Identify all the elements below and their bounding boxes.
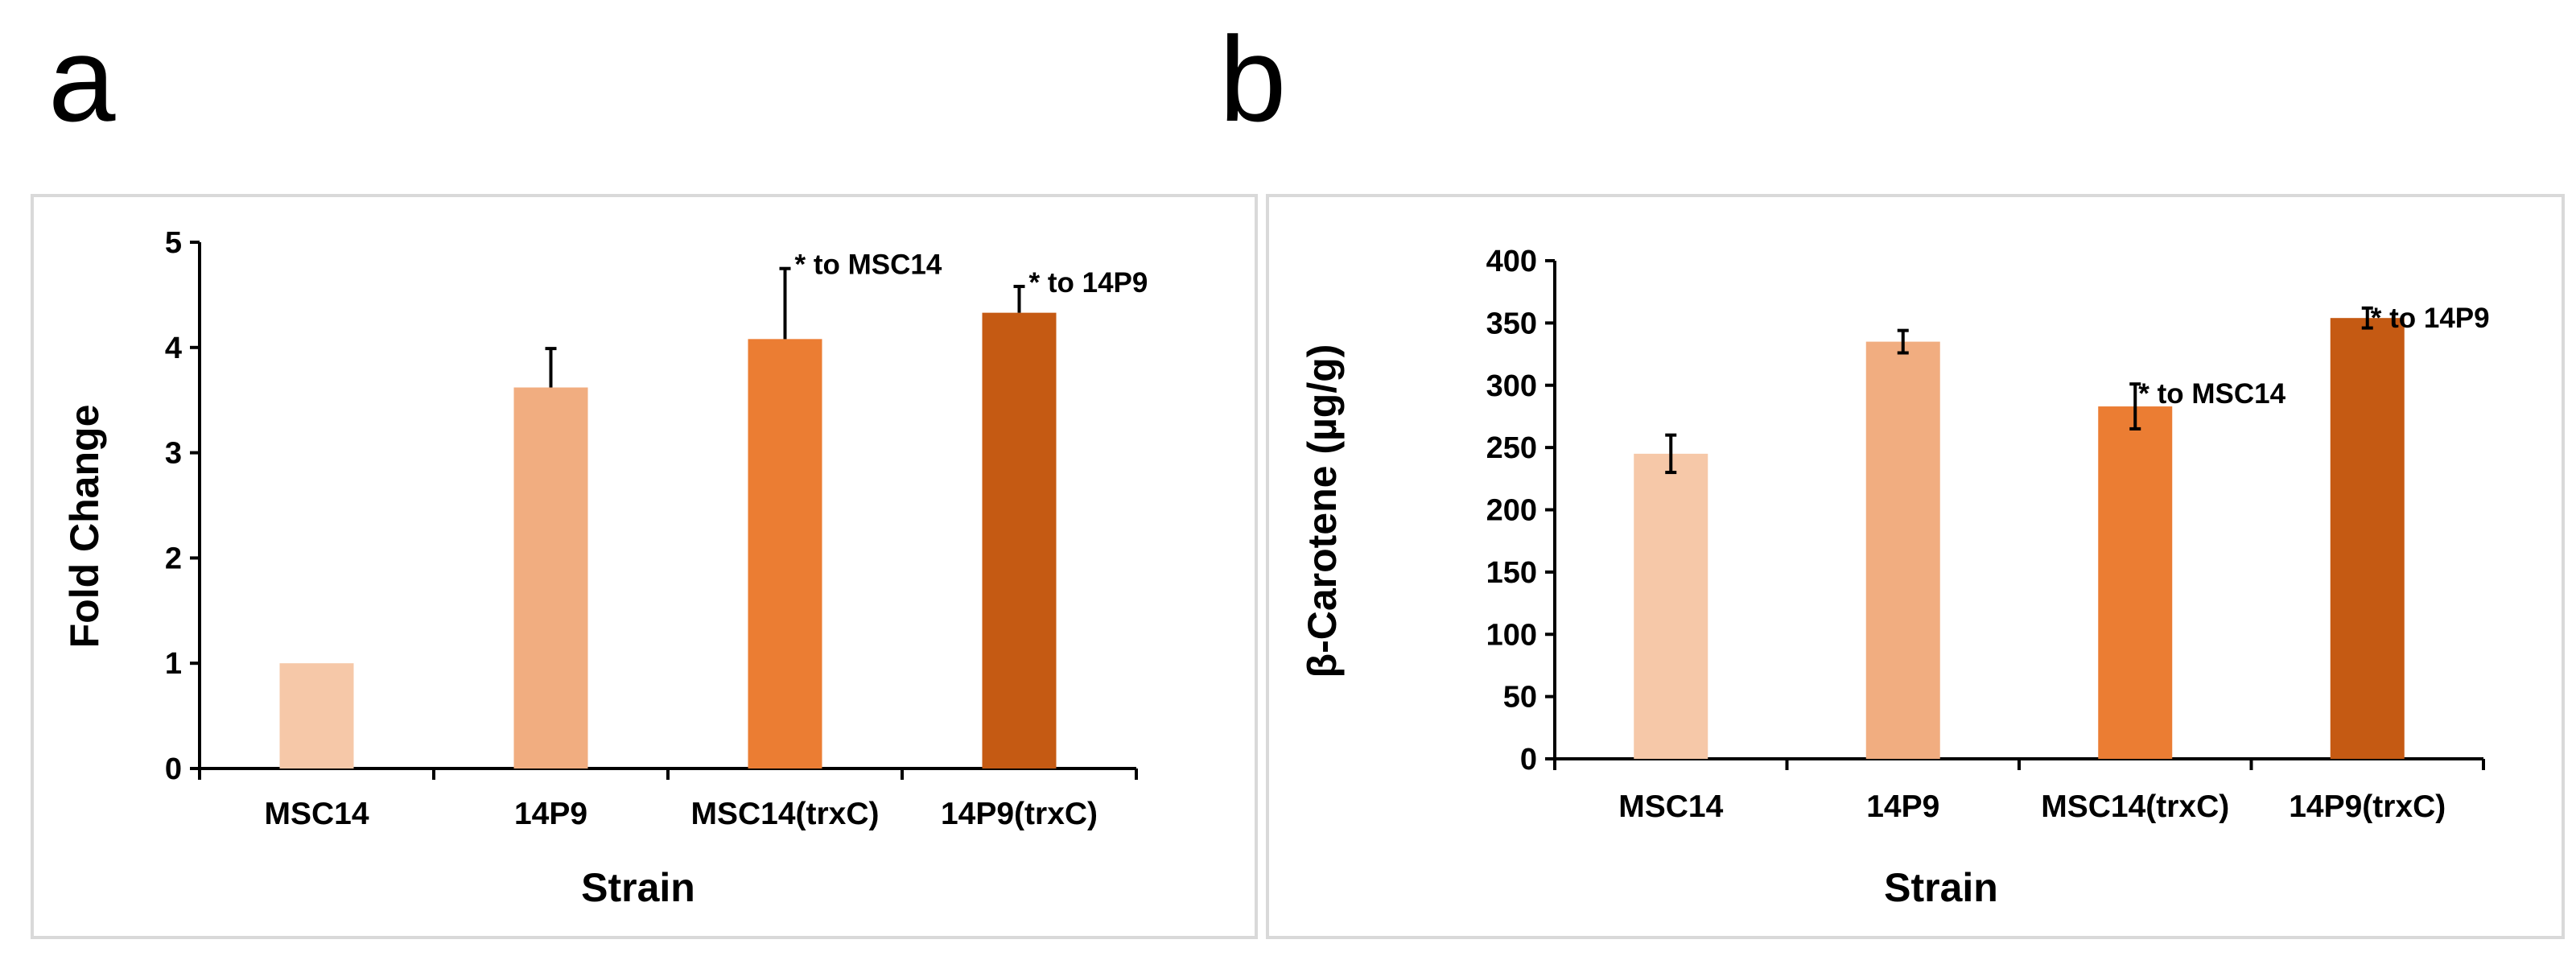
x-category-label: 14P9(trxC) xyxy=(2289,789,2446,824)
x-category-label: MSC14(trxC) xyxy=(2041,789,2229,824)
bar-MSC14(trxC) xyxy=(2098,406,2173,759)
y-tick-label: 0 xyxy=(165,752,182,786)
x-category-label: 14P9 xyxy=(514,797,587,831)
y-tick-label: 3 xyxy=(165,437,182,471)
bar-14P9 xyxy=(513,387,588,769)
panel-b-y-axis-title: β-Carotene (µg/g) xyxy=(1300,344,1345,678)
x-category-label: MSC14(trxC) xyxy=(690,797,879,831)
y-tick-label: 4 xyxy=(165,332,182,365)
y-tick-label: 2 xyxy=(165,542,182,575)
y-tick-label: 200 xyxy=(1486,494,1537,528)
bar-MSC14(trxC) xyxy=(748,339,822,769)
significance-annotation: * to 14P9 xyxy=(1029,267,1148,299)
panel-a-plot: 0 1 2 3 4 5 MSC14 14P9 MSC14(trxC) * to MSC14 14P9… xyxy=(165,226,1148,831)
bar-14P9(trxC) xyxy=(2330,318,2405,759)
y-tick-label: 400 xyxy=(1486,245,1537,278)
y-tick-label: 250 xyxy=(1486,431,1537,465)
y-tick-label: 1 xyxy=(165,647,182,681)
y-tick-label: 5 xyxy=(165,226,182,260)
y-tick-label: 350 xyxy=(1486,307,1537,340)
bar-MSC14 xyxy=(279,663,354,769)
panel-a-letter: a xyxy=(48,11,116,146)
y-tick-label: 100 xyxy=(1486,618,1537,652)
panel-b-letter: b xyxy=(1219,11,1286,146)
bar-14P9 xyxy=(1865,341,1940,759)
bar-MSC14 xyxy=(1634,453,1708,759)
panel-a-y-axis-title: Fold Change xyxy=(62,405,107,649)
y-tick-label: 300 xyxy=(1486,369,1537,403)
panel-a-x-axis-title: Strain xyxy=(581,865,695,910)
x-category-label: MSC14 xyxy=(264,797,369,831)
panel-b-plot: 0 50 100 150 200 250 300 350 400 MSC14 14P9 MSC14(t… xyxy=(1486,245,2490,824)
significance-annotation: * to 14P9 xyxy=(2371,303,2490,334)
significance-annotation: * to MSC14 xyxy=(2138,378,2285,410)
y-tick-label: 150 xyxy=(1486,556,1537,590)
x-category-label: 14P9 xyxy=(1866,789,1939,824)
panel-a: a 0 1 2 3 4 5 MSC14 14P9 MSC14(trxC) * to MSC14 14… xyxy=(31,11,1258,939)
panel-b-x-axis-title: Strain xyxy=(1884,865,1998,910)
significance-annotation: * to MSC14 xyxy=(795,249,942,281)
x-category-label: MSC14 xyxy=(1618,789,1723,824)
y-tick-label: 0 xyxy=(1520,743,1537,777)
panel-b: b 0 50 100 150 200 250 300 350 400 MSC14 14P9 MSC14… xyxy=(1219,11,2565,939)
bar-14P9(trxC) xyxy=(982,312,1057,769)
y-tick-label: 50 xyxy=(1503,681,1537,715)
x-category-label: 14P9(trxC) xyxy=(941,797,1098,831)
